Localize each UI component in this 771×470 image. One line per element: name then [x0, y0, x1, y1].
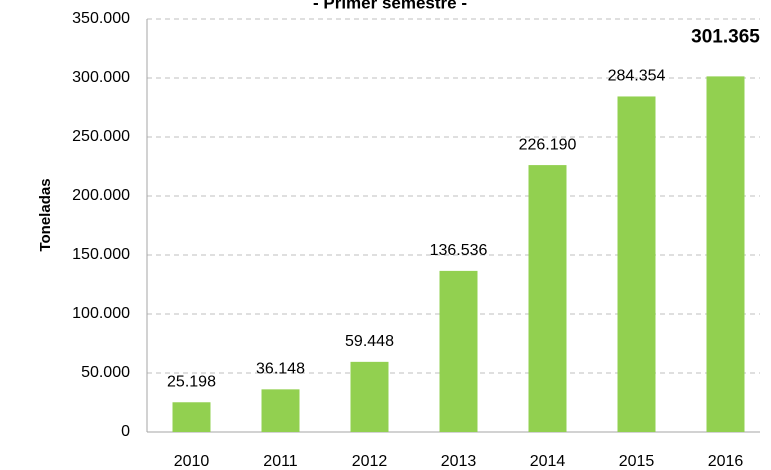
x-tick-label: 2010 — [174, 453, 210, 470]
bar — [706, 76, 745, 433]
y-tick-label: 0 — [121, 423, 130, 440]
x-tick-label: 2013 — [441, 453, 477, 470]
bar — [528, 165, 567, 432]
chart-title: - Primer semestre - — [313, 0, 467, 12]
x-tick-label: 2016 — [708, 453, 744, 470]
y-tick-label: 200.000 — [72, 187, 130, 204]
x-tick-label: 2015 — [619, 453, 655, 470]
data-label: 59.448 — [345, 333, 394, 350]
bar — [172, 402, 211, 432]
y-tick-label: 100.000 — [72, 305, 130, 322]
data-label: 284.354 — [608, 68, 666, 85]
bar — [439, 270, 478, 432]
data-label: 301.365 — [691, 26, 760, 47]
y-tick-label: 50.000 — [81, 364, 130, 381]
data-label: 36.148 — [256, 361, 305, 378]
x-tick-label: 2012 — [352, 453, 388, 470]
y-tick-label: 350.000 — [72, 10, 130, 27]
y-tick-label: 300.000 — [72, 69, 130, 86]
y-tick-label: 150.000 — [72, 246, 130, 263]
y-axis-title: Toneladas — [37, 178, 54, 251]
bar — [261, 389, 300, 432]
bar — [350, 361, 389, 432]
x-tick-label: 2011 — [263, 453, 298, 470]
x-tick-label: 2014 — [530, 453, 566, 470]
y-tick-label: 250.000 — [72, 128, 130, 145]
data-label: 25.198 — [167, 373, 216, 390]
bar — [617, 96, 656, 432]
data-label: 136.536 — [430, 242, 488, 259]
data-label: 226.190 — [519, 136, 577, 153]
